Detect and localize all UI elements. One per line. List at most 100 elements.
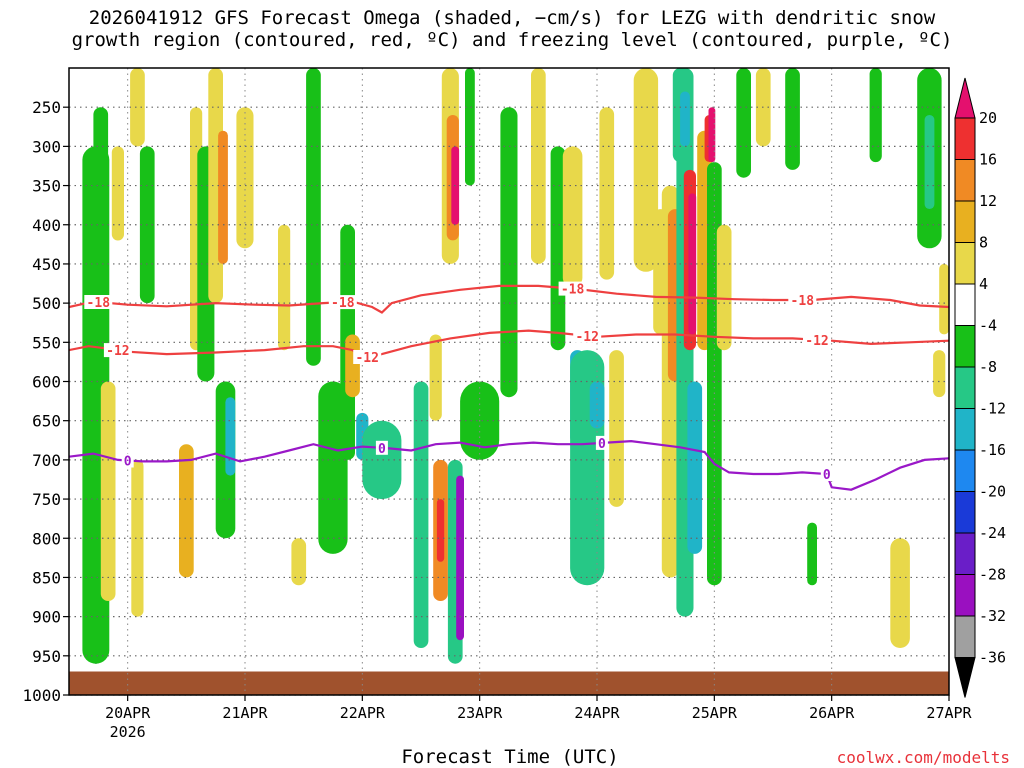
y-tick-label: 600 xyxy=(32,373,61,392)
dgz-contour-label-bg xyxy=(788,293,817,307)
omega-cell xyxy=(218,130,228,264)
dgz-contour-label: -18 xyxy=(331,296,355,311)
omega-cell xyxy=(100,381,116,601)
dgz-contour-label: -18 xyxy=(561,283,585,298)
credit-link[interactable]: coolwx.com/modelts xyxy=(836,748,1010,767)
ground-surface xyxy=(69,671,949,695)
x-year-label: 2026 xyxy=(110,723,146,741)
omega-cell xyxy=(890,538,910,648)
omega-cell xyxy=(785,68,800,170)
colorbar-box xyxy=(954,159,976,202)
colorbar-label: 8 xyxy=(979,234,988,252)
omega-cell xyxy=(236,107,254,249)
omega-shading xyxy=(82,68,949,664)
x-tick-label: 23APR xyxy=(457,704,503,722)
omega-cell xyxy=(869,68,882,163)
omega-cell xyxy=(736,68,751,178)
dgz-contour-label-bg xyxy=(103,343,132,358)
omega-cell xyxy=(688,193,697,335)
y-tick-label: 800 xyxy=(32,529,61,548)
y-tick-label: 1000 xyxy=(22,686,61,705)
dgz-contour-label: -12 xyxy=(575,330,598,345)
omega-cell xyxy=(939,263,949,335)
colorbar-label: -24 xyxy=(979,524,1006,542)
y-axis: 250 300 350 400 450 500 550 600 650 700 750 800 850 9… xyxy=(22,98,69,705)
ground-fill xyxy=(69,671,949,695)
omega-cell xyxy=(562,146,583,288)
colorbar-arrow-bottom xyxy=(954,657,976,698)
x-axis: 20APR 21APR 22APR 23APR 24APR 25APR 26APR 27APR… xyxy=(105,695,973,741)
y-tick-label: 450 xyxy=(32,255,61,274)
omega-cell xyxy=(708,107,716,163)
omega-cell xyxy=(465,68,475,186)
y-tick-label: 650 xyxy=(32,412,61,431)
colorbar-label: 4 xyxy=(979,275,988,293)
colorbar-box xyxy=(954,574,976,617)
x-tick-label: 20APR xyxy=(105,704,151,722)
omega-cell xyxy=(179,444,194,578)
y-tick-label: 500 xyxy=(32,294,61,313)
y-tick-label: 900 xyxy=(32,608,61,627)
omega-cell xyxy=(278,224,291,351)
omega-cell xyxy=(633,68,659,272)
colorbar-box xyxy=(954,200,976,243)
omega-cell xyxy=(306,68,321,366)
colorbar-box xyxy=(954,117,976,160)
colorbar-arrow-top xyxy=(954,77,976,119)
y-tick-label: 250 xyxy=(32,98,61,117)
dgz-contour-label: -18 xyxy=(791,294,815,309)
omega-cell xyxy=(291,538,307,586)
y-tick-label: 950 xyxy=(32,647,61,666)
omega-cell xyxy=(531,68,546,264)
colorbar-box xyxy=(954,615,976,658)
dgz-contour-label-bg xyxy=(803,332,831,347)
y-tick-label: 300 xyxy=(32,137,61,156)
colorbar-box xyxy=(954,325,976,368)
colorbar-box xyxy=(954,366,976,409)
omega-cell xyxy=(429,334,442,421)
y-tick-label: 850 xyxy=(32,568,61,587)
chart-title-line-1: 2026041912 GFS Forecast Omega (shaded, −… xyxy=(88,7,936,29)
dgz-contour-label-bg xyxy=(353,350,382,364)
colorbar-label: -32 xyxy=(979,607,1006,625)
x-tick-label: 24APR xyxy=(574,704,620,722)
x-tick-label: 26APR xyxy=(809,704,855,722)
y-tick-label: 350 xyxy=(32,177,61,196)
omega-cell xyxy=(500,107,518,398)
omega-cell xyxy=(413,381,429,648)
omega-cell xyxy=(716,224,732,351)
omega-cell xyxy=(687,381,703,554)
omega-cell xyxy=(680,91,690,147)
dgz-contour-label: -18 xyxy=(87,296,111,311)
omega-cell xyxy=(707,162,722,586)
dgz-contour-label: -12 xyxy=(805,334,828,349)
omega-cell xyxy=(130,68,145,147)
omega-cell xyxy=(807,522,817,586)
colorbar-label: 16 xyxy=(979,151,997,169)
freezing-level-contour-label-bg xyxy=(820,467,833,481)
colorbar-label: 12 xyxy=(979,192,997,210)
colorbar-label: -20 xyxy=(979,483,1006,501)
freezing-level-contour-label: 0 xyxy=(378,442,386,457)
omega-cell xyxy=(933,350,946,398)
omega-cell xyxy=(550,146,566,351)
colorbar-box xyxy=(954,242,976,285)
colorbar-box xyxy=(954,532,976,575)
omega-cell xyxy=(599,107,615,280)
dgz-contour-label-bg xyxy=(328,295,357,310)
colorbar-box xyxy=(954,283,976,326)
contours: -18 -18 -18 -18 -12 -12 -12 -12 0 0 0 0 xyxy=(69,281,949,491)
omega-cell xyxy=(924,115,935,209)
colorbar-box xyxy=(954,491,976,534)
omega-cell xyxy=(362,420,402,500)
dgz-contour-line xyxy=(69,329,949,360)
colorbar: 20 16 12 8 4 -4 -8 -12 -16 -20 -24 -28 -32 -36 xyxy=(954,77,1006,698)
omega-cell xyxy=(456,475,464,641)
colorbar-label: -12 xyxy=(979,400,1006,418)
y-tick-label: 750 xyxy=(32,490,61,509)
freezing-level-contour-label-bg xyxy=(121,453,134,468)
x-tick-label: 21APR xyxy=(222,704,268,722)
x-tick-label: 22APR xyxy=(340,704,386,722)
omega-cell xyxy=(111,146,124,241)
dgz-contour-label: -12 xyxy=(355,351,378,366)
